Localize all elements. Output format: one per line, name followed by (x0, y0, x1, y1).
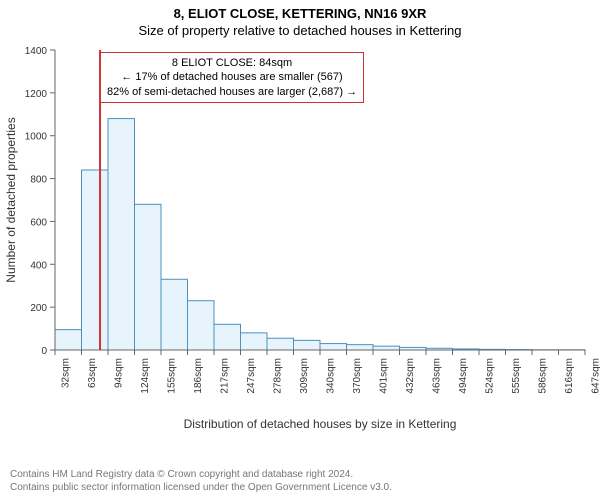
footer-line: Contains HM Land Registry data © Crown c… (10, 468, 392, 481)
svg-text:1200: 1200 (25, 89, 48, 100)
svg-text:463sqm: 463sqm (431, 358, 442, 394)
svg-text:186sqm: 186sqm (193, 358, 204, 394)
annotation-box: 8 ELIOT CLOSE: 84sqm ← 17% of detached h… (100, 52, 364, 103)
svg-text:94sqm: 94sqm (113, 358, 124, 388)
annotation-line: ← 17% of detached houses are smaller (56… (107, 70, 357, 84)
svg-text:247sqm: 247sqm (246, 358, 257, 394)
chart-container: 8, ELIOT CLOSE, KETTERING, NN16 9XR Size… (0, 0, 600, 500)
svg-text:401sqm: 401sqm (378, 358, 389, 394)
svg-text:586sqm: 586sqm (537, 358, 548, 394)
svg-text:340sqm: 340sqm (325, 358, 336, 394)
svg-text:1000: 1000 (25, 132, 48, 143)
svg-text:800: 800 (30, 175, 47, 186)
svg-text:Distribution of detached house: Distribution of detached houses by size … (184, 417, 457, 431)
page-subtitle: Size of property relative to detached ho… (0, 21, 600, 38)
svg-text:616sqm: 616sqm (564, 358, 575, 394)
svg-text:524sqm: 524sqm (484, 358, 495, 394)
svg-text:124sqm: 124sqm (140, 358, 151, 394)
svg-text:63sqm: 63sqm (87, 358, 98, 388)
svg-text:400: 400 (30, 260, 47, 271)
svg-text:600: 600 (30, 217, 47, 228)
footer-attribution: Contains HM Land Registry data © Crown c… (10, 468, 392, 494)
svg-text:Number of detached properties: Number of detached properties (4, 117, 18, 282)
footer-line: Contains public sector information licen… (10, 481, 392, 494)
svg-text:1400: 1400 (25, 46, 48, 57)
svg-text:647sqm: 647sqm (590, 358, 600, 394)
annotation-line: 8 ELIOT CLOSE: 84sqm (107, 56, 357, 70)
annotation-line: 82% of semi-detached houses are larger (… (107, 85, 357, 99)
svg-text:432sqm: 432sqm (405, 358, 416, 394)
svg-text:278sqm: 278sqm (272, 358, 283, 394)
svg-text:217sqm: 217sqm (219, 358, 230, 394)
svg-text:494sqm: 494sqm (458, 358, 469, 394)
svg-text:555sqm: 555sqm (511, 358, 522, 394)
svg-text:0: 0 (41, 346, 47, 357)
svg-text:200: 200 (30, 303, 47, 314)
svg-text:32sqm: 32sqm (60, 358, 71, 388)
chart-area: 0 200 400 600 800 1000 1200 1400 32sqm 63sqm 94sqm… (0, 40, 600, 440)
svg-text:309sqm: 309sqm (299, 358, 310, 394)
svg-text:370sqm: 370sqm (352, 358, 363, 394)
page-title: 8, ELIOT CLOSE, KETTERING, NN16 9XR (0, 0, 600, 21)
svg-text:155sqm: 155sqm (166, 358, 177, 394)
